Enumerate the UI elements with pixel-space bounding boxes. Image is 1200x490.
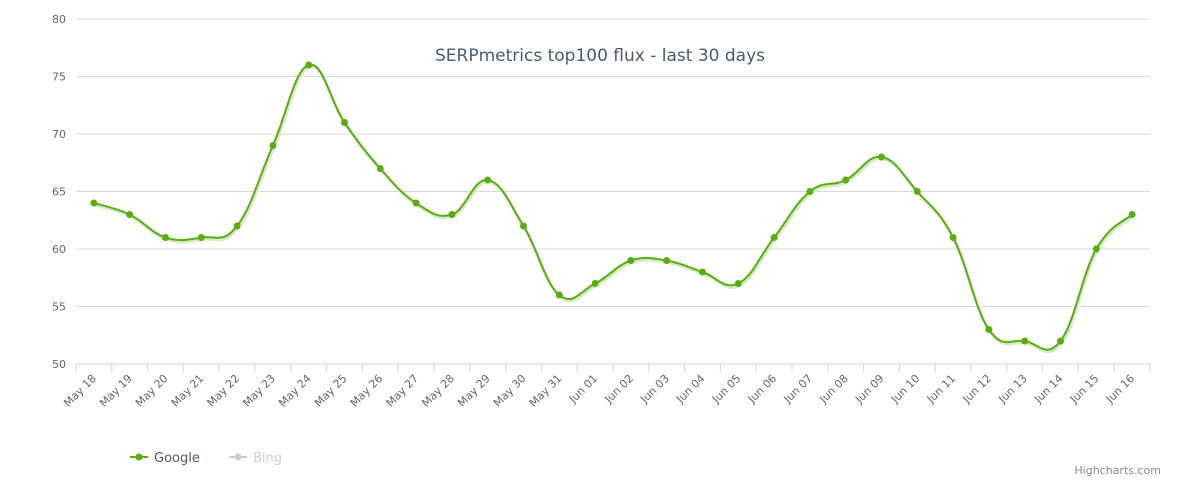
grid [76,18,1150,365]
x-tick-label: May 28 [419,372,457,410]
x-tick-label: Jun 10 [888,372,922,406]
credits-link[interactable]: Highcharts.com [1074,464,1161,477]
y-tick-label: 55 [52,301,66,314]
data-point [842,176,850,184]
data-point [269,142,277,149]
data-point [985,326,993,333]
x-tick-label: Jun 14 [1031,372,1065,406]
legend-item-google[interactable]: Google [130,451,200,466]
data-point [913,188,921,195]
x-tick-label: May 29 [455,372,493,410]
x-tick-label: May 30 [491,372,529,410]
x-tick-label: Jun 06 [745,372,779,406]
data-point [520,222,527,230]
y-tick-label: 65 [52,186,66,199]
x-tick-label: Jun 09 [852,372,886,406]
x-tick-label: Jun 16 [1103,372,1137,406]
legend-marker-icon [234,453,242,461]
x-tick-label: May 20 [133,372,171,410]
y-tick-label: 75 [52,71,66,84]
legend-label: Bing [253,451,282,466]
x-tick-label: May 23 [240,372,278,410]
data-point [806,188,814,195]
data-point [162,234,169,241]
x-tick-label: May 27 [384,372,422,410]
x-tick-label: Jun 05 [709,372,743,406]
data-point [555,291,563,299]
data-point [770,234,778,241]
legend-item-bing[interactable]: Bing [229,451,282,466]
chart-title: SERPmetrics top100 flux - last 30 days [435,46,765,66]
y-axis: 50 55 60 65 70 75 80 [52,13,66,371]
data-point [627,257,635,264]
x-tick-label: May 21 [169,372,207,410]
legend-label: Google [154,451,200,466]
x-tick-label: May 24 [276,372,314,410]
y-tick-label: 80 [52,13,66,26]
x-tick-label: May 19 [97,372,135,410]
series-group [90,61,1136,354]
x-tick-label: May 31 [527,372,565,410]
data-point [699,268,706,276]
data-point [126,211,134,218]
data-point [412,199,420,207]
series-line-google [93,63,1133,351]
x-tick-label: Jun 13 [995,372,1029,406]
x-tick-label: May 25 [312,372,350,410]
data-point [1092,245,1100,253]
data-point [1128,211,1136,218]
series-line-shadow [94,65,1135,354]
y-tick-label: 60 [52,243,66,256]
data-point [448,211,456,218]
x-tick-label: Jun 08 [816,372,850,406]
x-tick-label: May 18 [61,372,99,410]
x-tick-label: Jun 12 [960,372,994,406]
y-tick-label: 50 [52,358,66,371]
y-tick-label: 70 [52,128,66,141]
x-tick-label: Jun 04 [673,372,707,406]
legend-marker-icon [135,453,143,461]
legend: Google Bing [130,451,282,466]
x-tick-label: Jun 03 [637,372,671,406]
data-point [949,234,957,241]
data-point [376,165,384,172]
data-point [233,222,241,230]
data-point [90,199,98,207]
data-point [197,234,205,241]
data-point [484,176,492,184]
data-point [663,257,671,264]
data-point [734,280,742,287]
data-point [591,280,599,287]
data-point [1021,337,1029,345]
x-tick-label: Jun 15 [1067,372,1101,406]
data-point [305,61,313,69]
x-tick-label: May 26 [348,372,386,410]
data-point [878,153,885,161]
x-tick-label: Jun 11 [924,372,958,406]
data-point [1057,337,1064,345]
x-tick-label: Jun 02 [602,372,636,406]
x-tick-label: May 22 [205,372,243,410]
x-tick-label: Jun 01 [566,372,600,406]
data-point [341,119,348,126]
x-tick-label: Jun 07 [781,372,815,406]
